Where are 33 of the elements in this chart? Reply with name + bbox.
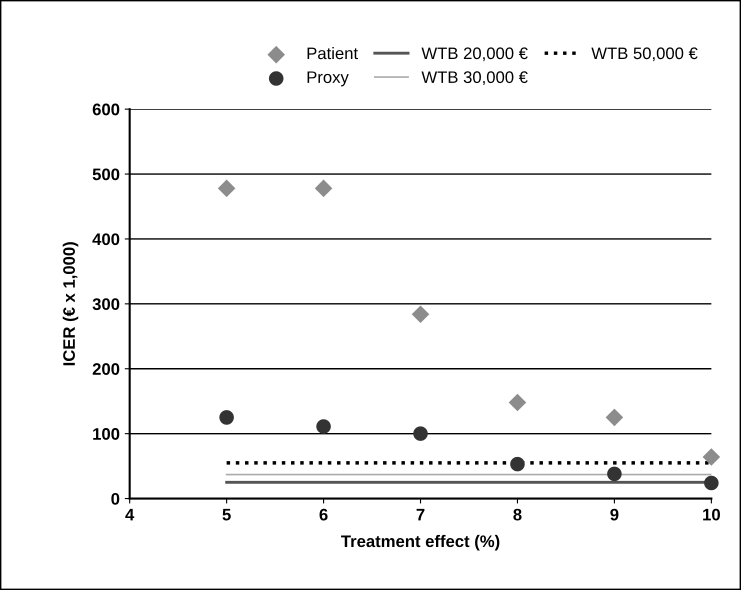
point — [607, 466, 622, 482]
point — [316, 419, 331, 434]
x-tick-label: 9 — [610, 508, 618, 521]
x-tick-label: 6 — [320, 508, 328, 521]
legend-label: Patient — [308, 46, 358, 60]
legend-label: WTB 30,000 € — [422, 71, 528, 86]
point — [508, 394, 526, 412]
y-tick-label: 600 — [92, 104, 120, 116]
point — [413, 426, 428, 441]
point — [218, 180, 236, 198]
point — [702, 448, 720, 466]
x-tick-label: 5 — [222, 508, 231, 521]
point — [510, 456, 525, 472]
legend-label: Proxy — [308, 71, 349, 86]
point — [314, 180, 332, 198]
point — [606, 408, 624, 426]
point — [219, 410, 234, 425]
point — [412, 305, 430, 324]
y-tick-label: 500 — [92, 168, 120, 180]
y-tick-label: 300 — [92, 298, 120, 310]
x-tick-label: 10 — [703, 508, 720, 521]
y-tick-label: 100 — [93, 428, 120, 440]
y-axis-title: ICER (€ x 1,000) — [62, 242, 78, 366]
x-tick-label: 7 — [416, 508, 424, 520]
x-tick-label: 4 — [125, 508, 134, 520]
y-tick-label: 200 — [92, 363, 120, 375]
y-tick-label: 400 — [92, 233, 120, 246]
legend-label: WTB 20,000 € — [422, 47, 528, 62]
x-tick-label: 8 — [513, 508, 522, 521]
point — [704, 476, 719, 490]
x-axis-title: Treatment effect (%) — [341, 534, 500, 550]
legend-label: WTB 50,000 € — [591, 47, 698, 62]
y-tick-label: 0 — [111, 492, 120, 505]
